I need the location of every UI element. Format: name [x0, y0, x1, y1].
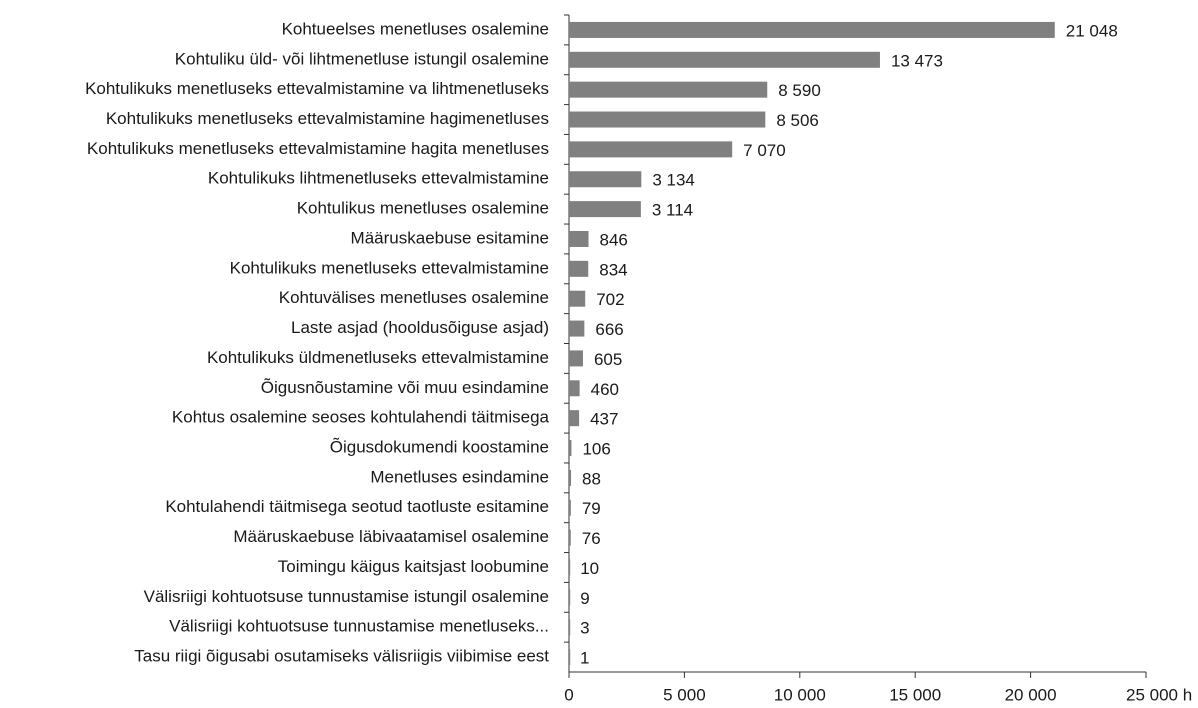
bar — [569, 619, 571, 636]
value-label: 1 — [580, 649, 589, 668]
x-tick-label: 0 — [564, 685, 573, 704]
value-label: 605 — [594, 350, 622, 369]
value-label: 13 473 — [891, 51, 943, 70]
y-tick-label: Kohtulikuks menetluseks ettevalmistamine — [230, 258, 549, 277]
y-tick-label: Kohtulikuks menetluseks ettevalmistamine… — [85, 79, 549, 98]
y-tick-label: Kohtus osalemine seoses kohtulahendi täi… — [172, 408, 550, 427]
x-tick-label: 25 000 h — [1126, 685, 1192, 704]
bar — [569, 559, 571, 576]
bar — [569, 320, 585, 337]
value-label: 3 — [580, 619, 589, 638]
bar — [569, 81, 768, 98]
bar — [569, 290, 586, 307]
bar — [569, 51, 880, 68]
x-tick-label: 15 000 — [889, 685, 941, 704]
value-label: 8 590 — [778, 81, 821, 100]
y-tick-label: Kohtulikuks menetluseks ettevalmistamine… — [87, 139, 549, 158]
bar — [569, 350, 583, 367]
x-tick-label: 20 000 — [1005, 685, 1057, 704]
value-label: 8 506 — [776, 111, 819, 130]
y-tick-label: Menetluses esindamine — [370, 467, 549, 486]
bar — [569, 440, 572, 457]
y-tick-label: Kohtueelses menetluses osalemine — [282, 19, 549, 38]
bar — [569, 589, 571, 606]
value-label: 9 — [580, 589, 589, 608]
value-label: 3 114 — [652, 201, 693, 220]
y-tick-label: Õigusnõustamine või muu esindamine — [261, 378, 549, 397]
y-tick-label: Kohtulikuks lihtmenetluseks ettevalmista… — [208, 169, 549, 188]
value-label: 3 134 — [652, 171, 695, 190]
value-label: 106 — [582, 440, 610, 459]
y-tick-label: Kohtulahendi täitmisega seotud taotluste… — [165, 497, 549, 516]
value-label: 846 — [600, 230, 628, 249]
bar — [569, 529, 571, 546]
value-label: 76 — [582, 529, 601, 548]
y-tick-label: Määruskaebuse esitamine — [351, 228, 549, 247]
y-tick-label: Kohtuvälises menetluses osalemine — [279, 288, 549, 307]
bar — [569, 380, 580, 397]
bar — [569, 230, 589, 247]
x-tick-label: 10 000 — [774, 685, 826, 704]
value-label: 88 — [582, 469, 601, 488]
bar — [569, 469, 572, 486]
value-label: 21 048 — [1066, 21, 1118, 40]
y-tick-label: Toimingu käigus kaitsjast loobumine — [278, 557, 549, 576]
value-label: 460 — [591, 380, 619, 399]
bar — [569, 141, 733, 158]
bar — [569, 410, 580, 427]
value-label: 437 — [590, 410, 618, 429]
y-tick-label: Õigusdokumendi koostamine — [330, 438, 549, 457]
y-tick-label: Kohtulikuks menetluseks ettevalmistamine… — [106, 109, 549, 128]
bar — [569, 111, 766, 128]
y-tick-label: Kohtuliku üld- või lihtmenetluse istungi… — [175, 49, 549, 68]
y-tick-label: Määruskaebuse läbivaatamisel osalemine — [233, 527, 549, 546]
value-label: 79 — [582, 499, 601, 518]
y-tick-label: Välisriigi kohtuotsuse tunnustamise mene… — [169, 617, 549, 636]
bar — [569, 171, 642, 188]
value-label: 10 — [580, 559, 599, 578]
bar — [569, 499, 571, 516]
x-tick-label: 5 000 — [663, 685, 706, 704]
y-tick-label: Välisriigi kohtuotsuse tunnustamise istu… — [144, 587, 549, 606]
y-tick-label: Kohtulikuks üldmenetluseks ettevalmistam… — [207, 348, 549, 367]
bar — [569, 21, 1055, 38]
y-tick-label: Laste asjad (hooldusõiguse asjad) — [291, 318, 549, 337]
value-label: 7 070 — [743, 141, 786, 160]
value-label: 666 — [595, 320, 623, 339]
y-tick-label: Kohtulikus menetluses osalemine — [297, 199, 549, 218]
bar — [569, 649, 571, 666]
bar — [569, 260, 589, 277]
value-label: 834 — [599, 260, 627, 279]
value-label: 702 — [596, 290, 624, 309]
bar — [569, 201, 641, 218]
y-tick-label: Tasu riigi õigusabi osutamiseks välisrii… — [134, 647, 549, 666]
